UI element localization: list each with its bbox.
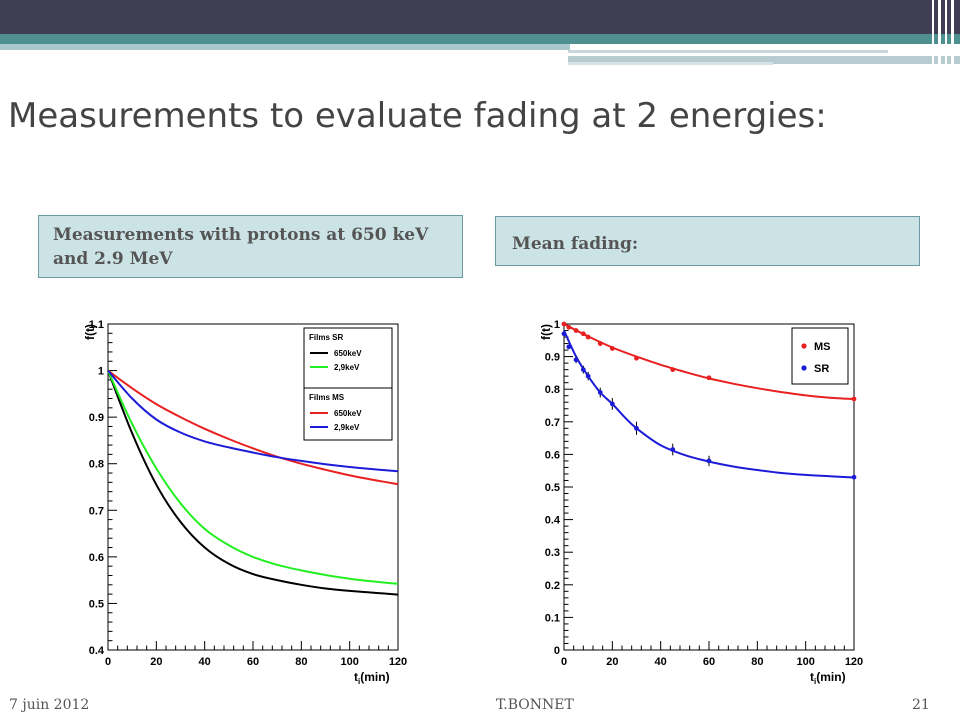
data-point-sr [573, 357, 579, 363]
y-tick-label: 0.9 [89, 412, 104, 424]
data-point-sr [609, 401, 615, 407]
data-point-ms [566, 324, 572, 330]
data-point-sr [580, 367, 586, 373]
y-tick-label: 0.9 [545, 352, 560, 364]
footer-author: T.BONNET [496, 697, 574, 713]
legend-label: SR [814, 363, 829, 375]
header-bar [0, 0, 960, 34]
data-point-ms [580, 331, 586, 337]
slide-title: Measurements to evaluate fading at 2 ene… [8, 96, 827, 136]
data-point-sr [585, 373, 591, 379]
x-axis-label: ti(min) [354, 670, 390, 686]
data-point-sr [561, 331, 567, 337]
y-tick-label: 0.7 [89, 505, 104, 517]
series-line-films-ms-2-9kev [107, 369, 399, 473]
x-tick-label: 40 [655, 656, 667, 668]
data-point-ms [706, 375, 712, 381]
legend-box [791, 327, 849, 385]
legend-label: 2,9keV [334, 423, 360, 432]
x-axis-label: ti(min) [810, 670, 846, 686]
y-tick-label: 0 [554, 645, 560, 657]
legend-marker-ms [801, 343, 807, 349]
data-point-sr [706, 458, 712, 464]
x-tick-label: 40 [199, 656, 211, 668]
y-axis-label: f(t) [83, 324, 97, 340]
data-point-ms [573, 328, 579, 333]
data-point-sr [597, 390, 603, 395]
x-tick-label: 100 [796, 656, 814, 668]
y-tick-label: 0.2 [545, 580, 560, 592]
data-point-ms [561, 321, 567, 327]
x-tick-label: 80 [751, 656, 763, 668]
data-point-sr [670, 447, 676, 452]
y-tick-label: 0.1 [545, 612, 560, 624]
y-tick-label: 1 [98, 366, 104, 378]
x-tick-label: 60 [247, 656, 259, 668]
legend-title: Films SR [309, 333, 343, 342]
data-point-ms [609, 346, 615, 351]
legend-marker-sr [801, 365, 807, 371]
x-tick-label: 0 [561, 656, 567, 668]
legend-label: 650keV [334, 409, 362, 418]
y-tick-label: 1 [554, 319, 560, 331]
legend-label: MS [814, 341, 831, 353]
x-tick-label: 80 [295, 656, 307, 668]
legend-title: Films MS [309, 393, 345, 402]
y-tick-label: 0.5 [545, 482, 560, 494]
measurements-box: Measurements with protons at 650 keV and… [38, 215, 463, 278]
y-tick-label: 0.4 [89, 645, 105, 657]
y-tick-label: 0.4 [545, 515, 561, 527]
data-point-sr [566, 344, 572, 350]
mean-fading-chart: 0 0.1 0.2 0.3 0.4 0.5 0.6 0.7 0.8 0.9 1 0 20 40 60 80 10… [539, 319, 863, 686]
footer-date: 7 juin 2012 [9, 697, 90, 713]
header-band-light [0, 44, 570, 50]
series-line-films-sr-2-9kev [107, 370, 399, 585]
x-tick-label: 20 [150, 656, 162, 668]
header-stripe [568, 50, 888, 53]
x-tick-label: 120 [845, 656, 863, 668]
data-point-ms [585, 334, 591, 340]
y-tick-label: 1.1 [89, 319, 104, 331]
data-point-sr [851, 474, 857, 480]
data-point-ms [670, 367, 676, 373]
data-point-ms [851, 396, 857, 402]
data-point-ms [634, 355, 639, 361]
y-axis-label: f(t) [539, 324, 553, 340]
x-tick-label: 100 [340, 656, 358, 668]
y-tick-label: 0.8 [545, 384, 560, 396]
series-line-films-sr-650kev [107, 370, 399, 596]
fading-curves-chart: 0.4 0.5 0.6 0.7 0.8 0.9 1 1.1 0 20 40 60 80 100 120 f(t… [83, 319, 407, 686]
data-point-ms [597, 341, 603, 346]
footer-page-number: 21 [912, 697, 930, 713]
y-tick-label: 0.3 [545, 547, 560, 559]
x-tick-label: 20 [606, 656, 618, 668]
legend-label: 650keV [334, 349, 362, 358]
x-tick-label: 0 [105, 656, 111, 668]
x-tick-label: 120 [389, 656, 407, 668]
x-tick-label: 60 [703, 656, 715, 668]
header-corner-decoration [928, 0, 960, 66]
y-tick-label: 0.6 [545, 449, 560, 461]
header-stripe [568, 56, 960, 64]
legend-label: 2,9keV [334, 363, 360, 372]
y-tick-label: 0.5 [89, 598, 104, 610]
mean-fading-box: Mean fading: [495, 216, 920, 266]
data-point-sr [634, 425, 639, 431]
legend-box [303, 327, 393, 389]
y-tick-label: 0.8 [89, 459, 104, 471]
header-stripe [568, 62, 773, 65]
series-line-films-ms-650kev [107, 369, 399, 486]
y-tick-label: 0.7 [545, 417, 560, 429]
header-band [0, 34, 960, 44]
y-tick-label: 0.6 [89, 552, 104, 564]
